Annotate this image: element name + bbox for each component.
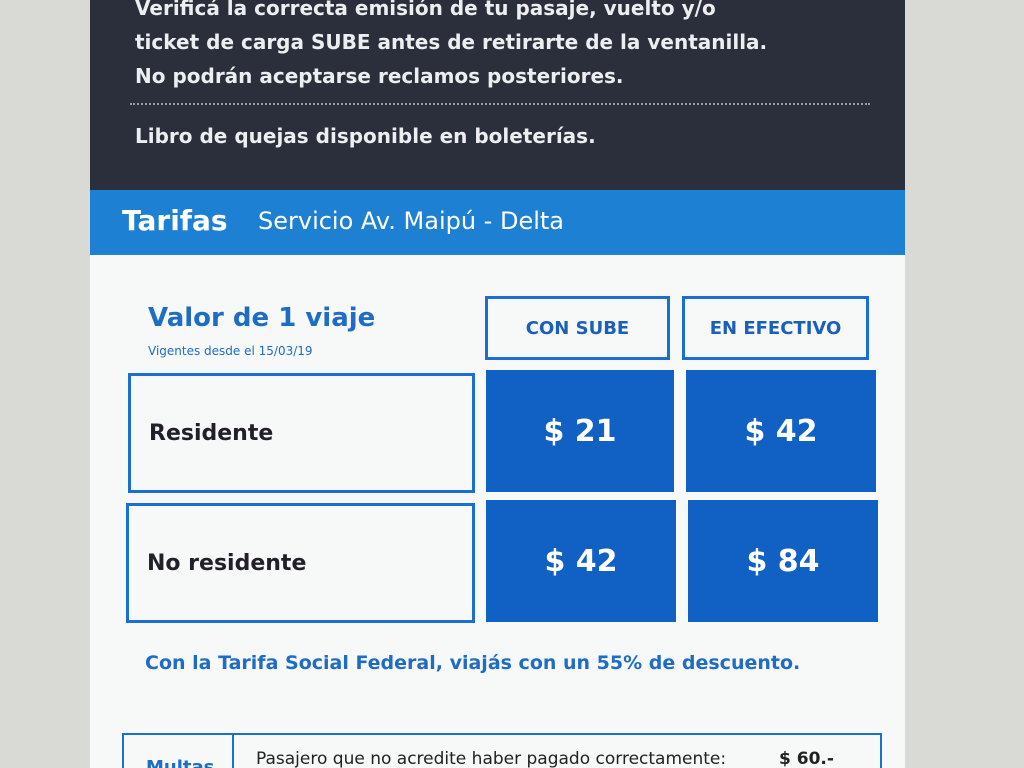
fines-amount: $ 60.- [779, 749, 834, 768]
fare-cell: $ 21 [486, 370, 674, 492]
fare-cell: $ 42 [486, 500, 676, 622]
banner: Tarifas Servicio Av. Maipú - Delta [90, 190, 905, 255]
banner-subtitle: Servicio Av. Maipú - Delta [258, 207, 564, 235]
row-label: No residente [126, 503, 475, 623]
fines-box: Multas Pasajero que no acredite haber pa… [122, 733, 882, 768]
fare-cell: $ 42 [686, 370, 876, 492]
table-note: Vigentes desde el 15/03/19 [148, 344, 313, 358]
banner-title: Tarifas [122, 204, 228, 237]
column-header: EN EFECTIVO [682, 296, 869, 360]
footnote: Con la Tarifa Social Federal, viajás con… [145, 652, 801, 674]
fare-sign: Verificá la correcta emisión de tu pasaj… [90, 0, 905, 768]
notice-panel: Verificá la correcta emisión de tu pasaj… [90, 0, 905, 190]
complaints-note: Libro de quejas disponible en boleterías… [135, 124, 596, 148]
notice-line: No podrán aceptarse reclamos posteriores… [135, 64, 624, 88]
notice-line: Verificá la correcta emisión de tu pasaj… [135, 0, 716, 20]
row-label: Residente [128, 373, 475, 493]
column-header: CON SUBE [485, 296, 670, 360]
fines-text: Pasajero que no acredite haber pagado co… [256, 749, 727, 768]
divider [130, 103, 870, 105]
notice-line: ticket de carga SUBE antes de retirarte … [135, 30, 768, 54]
table-title: Valor de 1 viaje [148, 303, 376, 333]
fines-label: Multas [124, 735, 234, 768]
fare-cell: $ 84 [688, 500, 878, 622]
